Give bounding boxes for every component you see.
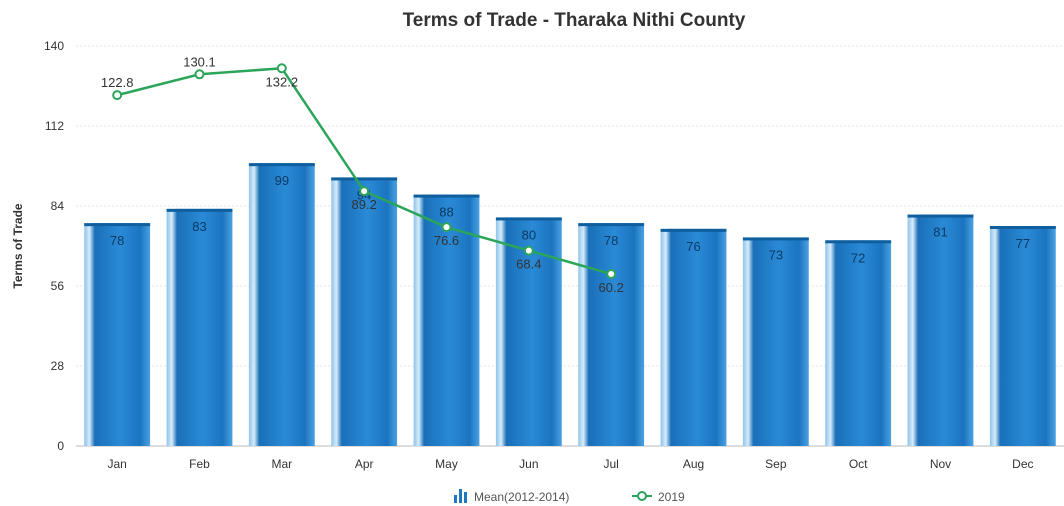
legend-bar-icon-3 <box>464 492 467 503</box>
bar-label-dec: 77 <box>1016 236 1030 251</box>
point-2019-jan <box>112 90 123 101</box>
x-tick-label-dec: Dec <box>1012 457 1033 471</box>
point-label-2019-feb: 130.1 <box>183 54 216 69</box>
bar-feb <box>166 208 233 446</box>
point-label-2019-jul: 60.2 <box>599 280 624 295</box>
y-tick-label-140: 140 <box>44 39 64 53</box>
chart-title: Terms of Trade - Tharaka Nithi County <box>403 10 746 31</box>
x-tick-label-feb: Feb <box>189 457 210 471</box>
bar-mar <box>248 163 315 446</box>
bar-cap-dec <box>989 226 1056 229</box>
bar-label-may: 88 <box>439 205 453 220</box>
gridlines <box>76 45 1064 447</box>
x-tick-label-aug: Aug <box>683 457 704 471</box>
x-tick-label-sep: Sep <box>765 457 787 471</box>
x-tick-label-mar: Mar <box>271 457 292 471</box>
bar-cap-apr <box>331 177 398 181</box>
legend-item-bar[interactable]: Mean(2012-2014) <box>454 489 569 504</box>
bar-oct <box>825 240 892 446</box>
x-axis-ticks: Jan Feb Mar Apr May Jun Jul Aug Sep Oct Nov Dec <box>107 457 1033 471</box>
legend-bar-icon-2 <box>459 489 462 503</box>
legend: Mean(2012-2014) 2019 <box>454 489 685 504</box>
y-tick-label-84: 84 <box>51 199 65 213</box>
bar-dec <box>989 226 1056 446</box>
y-tick-label-0: 0 <box>57 439 64 453</box>
y-tick-label-112: 112 <box>45 119 64 133</box>
point-2019-may <box>441 222 452 233</box>
y-axis-ticks: 0 28 56 84 112 140 <box>44 39 64 453</box>
bar-apr <box>331 177 398 446</box>
legend-label-bar: Mean(2012-2014) <box>474 490 569 504</box>
x-tick-label-jun: Jun <box>519 457 538 471</box>
bar-label-sep: 73 <box>769 247 783 262</box>
x-tick-label-oct: Oct <box>849 457 868 471</box>
point-2019-feb <box>194 69 205 80</box>
bar-cap-nov <box>907 214 974 218</box>
bar-label-aug: 76 <box>686 239 700 254</box>
bar-cap-may <box>413 194 480 198</box>
bar-cap-feb <box>166 208 233 212</box>
point-label-2019-apr: 89.2 <box>352 197 377 212</box>
y-tick-label-28: 28 <box>51 359 65 373</box>
legend-label-line: 2019 <box>658 490 685 504</box>
point-2019-apr <box>359 186 370 197</box>
bar-label-jan: 78 <box>110 233 124 248</box>
point-label-2019-may: 76.6 <box>434 233 459 248</box>
bar-cap-jan <box>84 223 151 227</box>
y-axis-label: Terms of Trade <box>11 203 25 288</box>
bar-jan <box>84 223 151 446</box>
bar-nov <box>907 214 974 446</box>
bar-may <box>413 194 480 446</box>
bar-cap-jun <box>495 217 562 221</box>
point-2019-mar <box>276 63 287 74</box>
bar-cap-aug <box>660 228 727 232</box>
bar-label-feb: 83 <box>192 219 206 234</box>
line-series: 122.8 130.1 132.2 89.2 76.6 68.4 60.2 <box>101 54 624 295</box>
y-tick-label-56: 56 <box>51 279 65 293</box>
bar-aug <box>660 228 727 446</box>
point-2019-jun <box>523 245 534 256</box>
bar-label-mar: 99 <box>275 173 289 188</box>
point-label-2019-jun: 68.4 <box>516 257 541 272</box>
bar-label-jun: 80 <box>522 227 536 242</box>
point-label-2019-jan: 122.8 <box>101 75 134 90</box>
bar-sep <box>742 237 809 446</box>
point-label-2019-mar: 132.2 <box>266 74 299 89</box>
x-tick-label-apr: Apr <box>355 457 374 471</box>
bar-jul <box>578 223 645 446</box>
bar-label-nov: 81 <box>933 225 947 240</box>
point-2019-jul <box>606 269 617 279</box>
x-tick-label-nov: Nov <box>930 457 951 471</box>
bar-cap-oct <box>825 240 892 244</box>
x-tick-label-jul: Jul <box>603 457 618 471</box>
bar-cap-mar <box>248 163 315 167</box>
x-tick-label-may: May <box>435 457 458 471</box>
bar-label-jul: 78 <box>604 233 618 248</box>
bar-cap-jul <box>578 223 645 227</box>
bar-label-oct: 72 <box>851 250 865 265</box>
legend-item-line[interactable]: 2019 <box>632 490 685 504</box>
legend-bar-icon-1 <box>454 495 457 503</box>
x-tick-label-jan: Jan <box>107 457 126 471</box>
legend-line-marker <box>637 491 647 501</box>
bar-series: 788399948880787673728177 <box>84 163 1056 446</box>
bar-cap-sep <box>742 237 809 241</box>
